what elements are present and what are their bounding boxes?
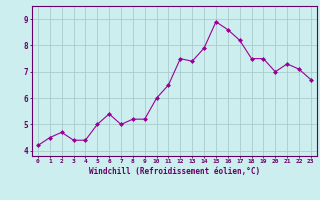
- X-axis label: Windchill (Refroidissement éolien,°C): Windchill (Refroidissement éolien,°C): [89, 167, 260, 176]
